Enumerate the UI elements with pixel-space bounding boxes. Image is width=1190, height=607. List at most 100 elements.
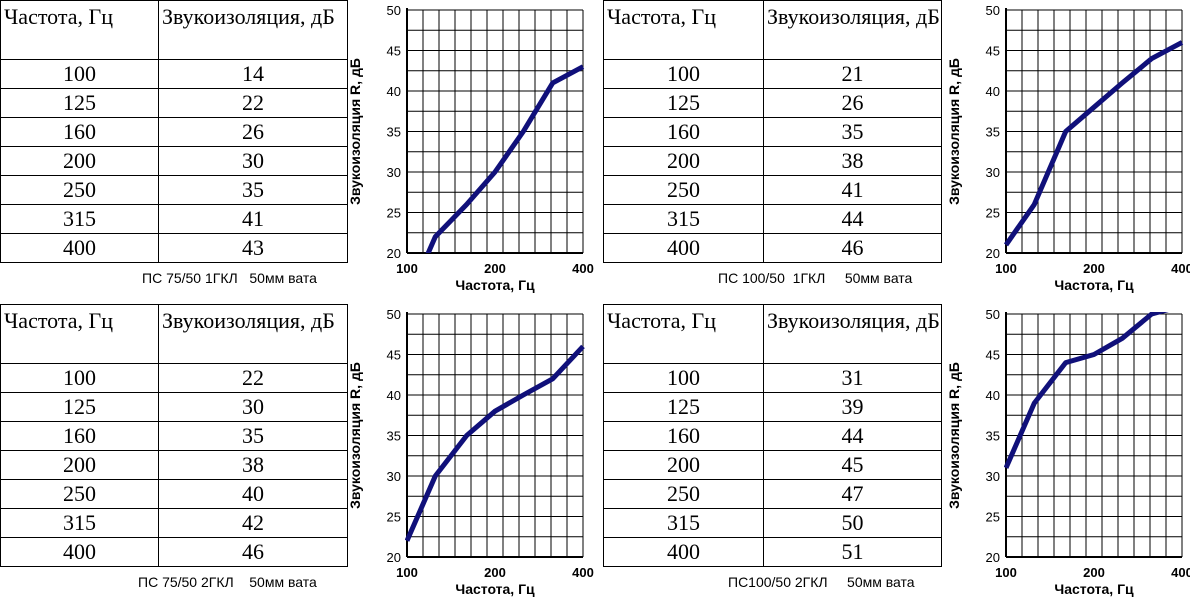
panel-3: Частота, Гц Звукоизоляция, дБ 100 22 125 3… <box>0 304 600 607</box>
y-tick-label: 20 <box>387 550 401 565</box>
insulation-cell: 47 <box>763 479 942 509</box>
x-axis-title: Частота, Гц <box>455 277 535 293</box>
frequency-cell: 400 <box>603 233 764 263</box>
table-row: 250 47 <box>603 479 942 509</box>
insulation-header: Звукоизоляция, дБ <box>158 304 348 364</box>
frequency-cell: 100 <box>603 363 764 393</box>
table-row: 400 46 <box>603 233 942 263</box>
insulation-cell: 45 <box>763 450 942 480</box>
panel-2: Частота, Гц Звукоизоляция, дБ 100 21 125 2… <box>600 0 1190 303</box>
y-tick-label: 20 <box>986 246 1000 261</box>
y-tick-label: 40 <box>387 388 401 403</box>
y-tick-label: 45 <box>986 44 1000 59</box>
y-tick-label: 40 <box>387 84 401 99</box>
insulation-series-line <box>1004 312 1169 469</box>
table-row: 160 35 <box>0 421 348 451</box>
insulation-cell: 46 <box>763 233 942 263</box>
insulation-cell: 26 <box>158 117 348 147</box>
table-caption: ПС 75/50 1ГКЛ 50мм вата <box>142 270 317 286</box>
insulation-header: Звукоизоляция, дБ <box>763 0 942 60</box>
table-row: 125 30 <box>0 392 348 422</box>
table-row: 315 50 <box>603 508 942 538</box>
table-row: 400 51 <box>603 537 942 567</box>
y-tick-label: 35 <box>387 429 401 444</box>
insulation-cell: 35 <box>158 175 348 205</box>
insulation-series-line <box>405 344 585 542</box>
insulation-cell: 35 <box>158 421 348 451</box>
frequency-cell: 160 <box>0 421 159 451</box>
insulation-cell: 31 <box>763 363 942 393</box>
frequency-cell: 125 <box>603 392 764 422</box>
table-row: 250 35 <box>0 175 348 205</box>
frequency-header: Частота, Гц <box>603 0 764 60</box>
data-table: Частота, Гц Звукоизоляция, дБ 100 21 125 2… <box>603 0 942 263</box>
x-tick-label: 400 <box>1171 565 1190 580</box>
frequency-cell: 315 <box>603 508 764 538</box>
insulation-cell: 42 <box>158 508 348 538</box>
table-row: 200 30 <box>0 146 348 176</box>
frequency-cell: 200 <box>0 450 159 480</box>
data-table: Частота, Гц Звукоизоляция, дБ 100 14 125 2… <box>0 0 348 263</box>
y-tick-label: 35 <box>387 125 401 140</box>
frequency-cell: 315 <box>0 508 159 538</box>
frequency-header: Частота, Гц <box>0 304 159 364</box>
table-row: 400 43 <box>0 233 348 263</box>
insulation-cell: 40 <box>158 479 348 509</box>
insulation-cell: 41 <box>158 204 348 234</box>
y-tick-label: 30 <box>387 469 401 484</box>
frequency-cell: 250 <box>0 479 159 509</box>
insulation-chart: 20 25 30 35 40 45 50 100 200 400 Частота, Гц Звукои… <box>347 307 594 597</box>
insulation-cell: 39 <box>763 392 942 422</box>
table-row: 315 44 <box>603 204 942 234</box>
x-tick-label: 400 <box>572 261 594 276</box>
y-tick-label: 25 <box>986 510 1000 525</box>
table-row: 125 26 <box>603 88 942 118</box>
frequency-cell: 400 <box>603 537 764 567</box>
frequency-cell: 100 <box>0 363 159 393</box>
y-axis-title: Звукоизоляция R, дБ <box>946 58 962 205</box>
frequency-cell: 100 <box>0 59 159 89</box>
y-tick-label: 30 <box>387 165 401 180</box>
y-tick-label: 25 <box>986 206 1000 221</box>
y-tick-label: 20 <box>387 246 401 261</box>
table-row: 125 39 <box>603 392 942 422</box>
table-row: 160 44 <box>603 421 942 451</box>
panel-1: Частота, Гц Звукоизоляция, дБ 100 14 125 2… <box>0 0 600 303</box>
x-axis-title: Частота, Гц <box>1054 277 1134 293</box>
y-tick-label: 20 <box>986 550 1000 565</box>
table-row: 200 38 <box>0 450 348 480</box>
table-caption: ПС 75/50 2ГКЛ 50мм вата <box>138 574 317 590</box>
insulation-cell: 44 <box>763 204 942 234</box>
y-tick-label: 30 <box>986 469 1000 484</box>
x-axis-title: Частота, Гц <box>1054 581 1134 597</box>
frequency-cell: 315 <box>0 204 159 234</box>
x-tick-label: 200 <box>1083 261 1105 276</box>
y-tick-label: 30 <box>986 165 1000 180</box>
insulation-chart: 20 25 30 35 40 45 50 100 200 400 Частота, Гц Звукои… <box>946 3 1190 293</box>
y-tick-label: 25 <box>387 510 401 525</box>
y-axis-title: Звукоизоляция R, дБ <box>347 58 363 205</box>
frequency-cell: 200 <box>0 146 159 176</box>
frequency-cell: 200 <box>603 146 764 176</box>
insulation-series-line <box>1004 40 1184 247</box>
insulation-cell: 26 <box>763 88 942 118</box>
table-row: 100 14 <box>0 59 348 89</box>
table-caption: ПС100/50 2ГКЛ 50мм вата <box>728 574 915 590</box>
table-row: 315 41 <box>0 204 348 234</box>
insulation-cell: 30 <box>158 392 348 422</box>
insulation-chart: 20 25 30 35 40 45 50 100 200 400 Частота, Гц Звукои… <box>347 3 594 293</box>
frequency-cell: 250 <box>603 479 764 509</box>
y-axis-title: Звукоизоляция R, дБ <box>347 362 363 509</box>
table-row: 200 45 <box>603 450 942 480</box>
insulation-cell: 44 <box>763 421 942 451</box>
table-row: 100 31 <box>603 363 942 393</box>
y-tick-label: 35 <box>986 429 1000 444</box>
insulation-cell: 22 <box>158 88 348 118</box>
x-tick-label: 100 <box>396 261 418 276</box>
y-tick-label: 45 <box>387 348 401 363</box>
y-tick-label: 45 <box>387 44 401 59</box>
y-tick-label: 45 <box>986 348 1000 363</box>
table-row: 100 21 <box>603 59 942 89</box>
panel-4: Частота, Гц Звукоизоляция, дБ 100 31 125 3… <box>600 304 1190 607</box>
table-row: 400 46 <box>0 537 348 567</box>
